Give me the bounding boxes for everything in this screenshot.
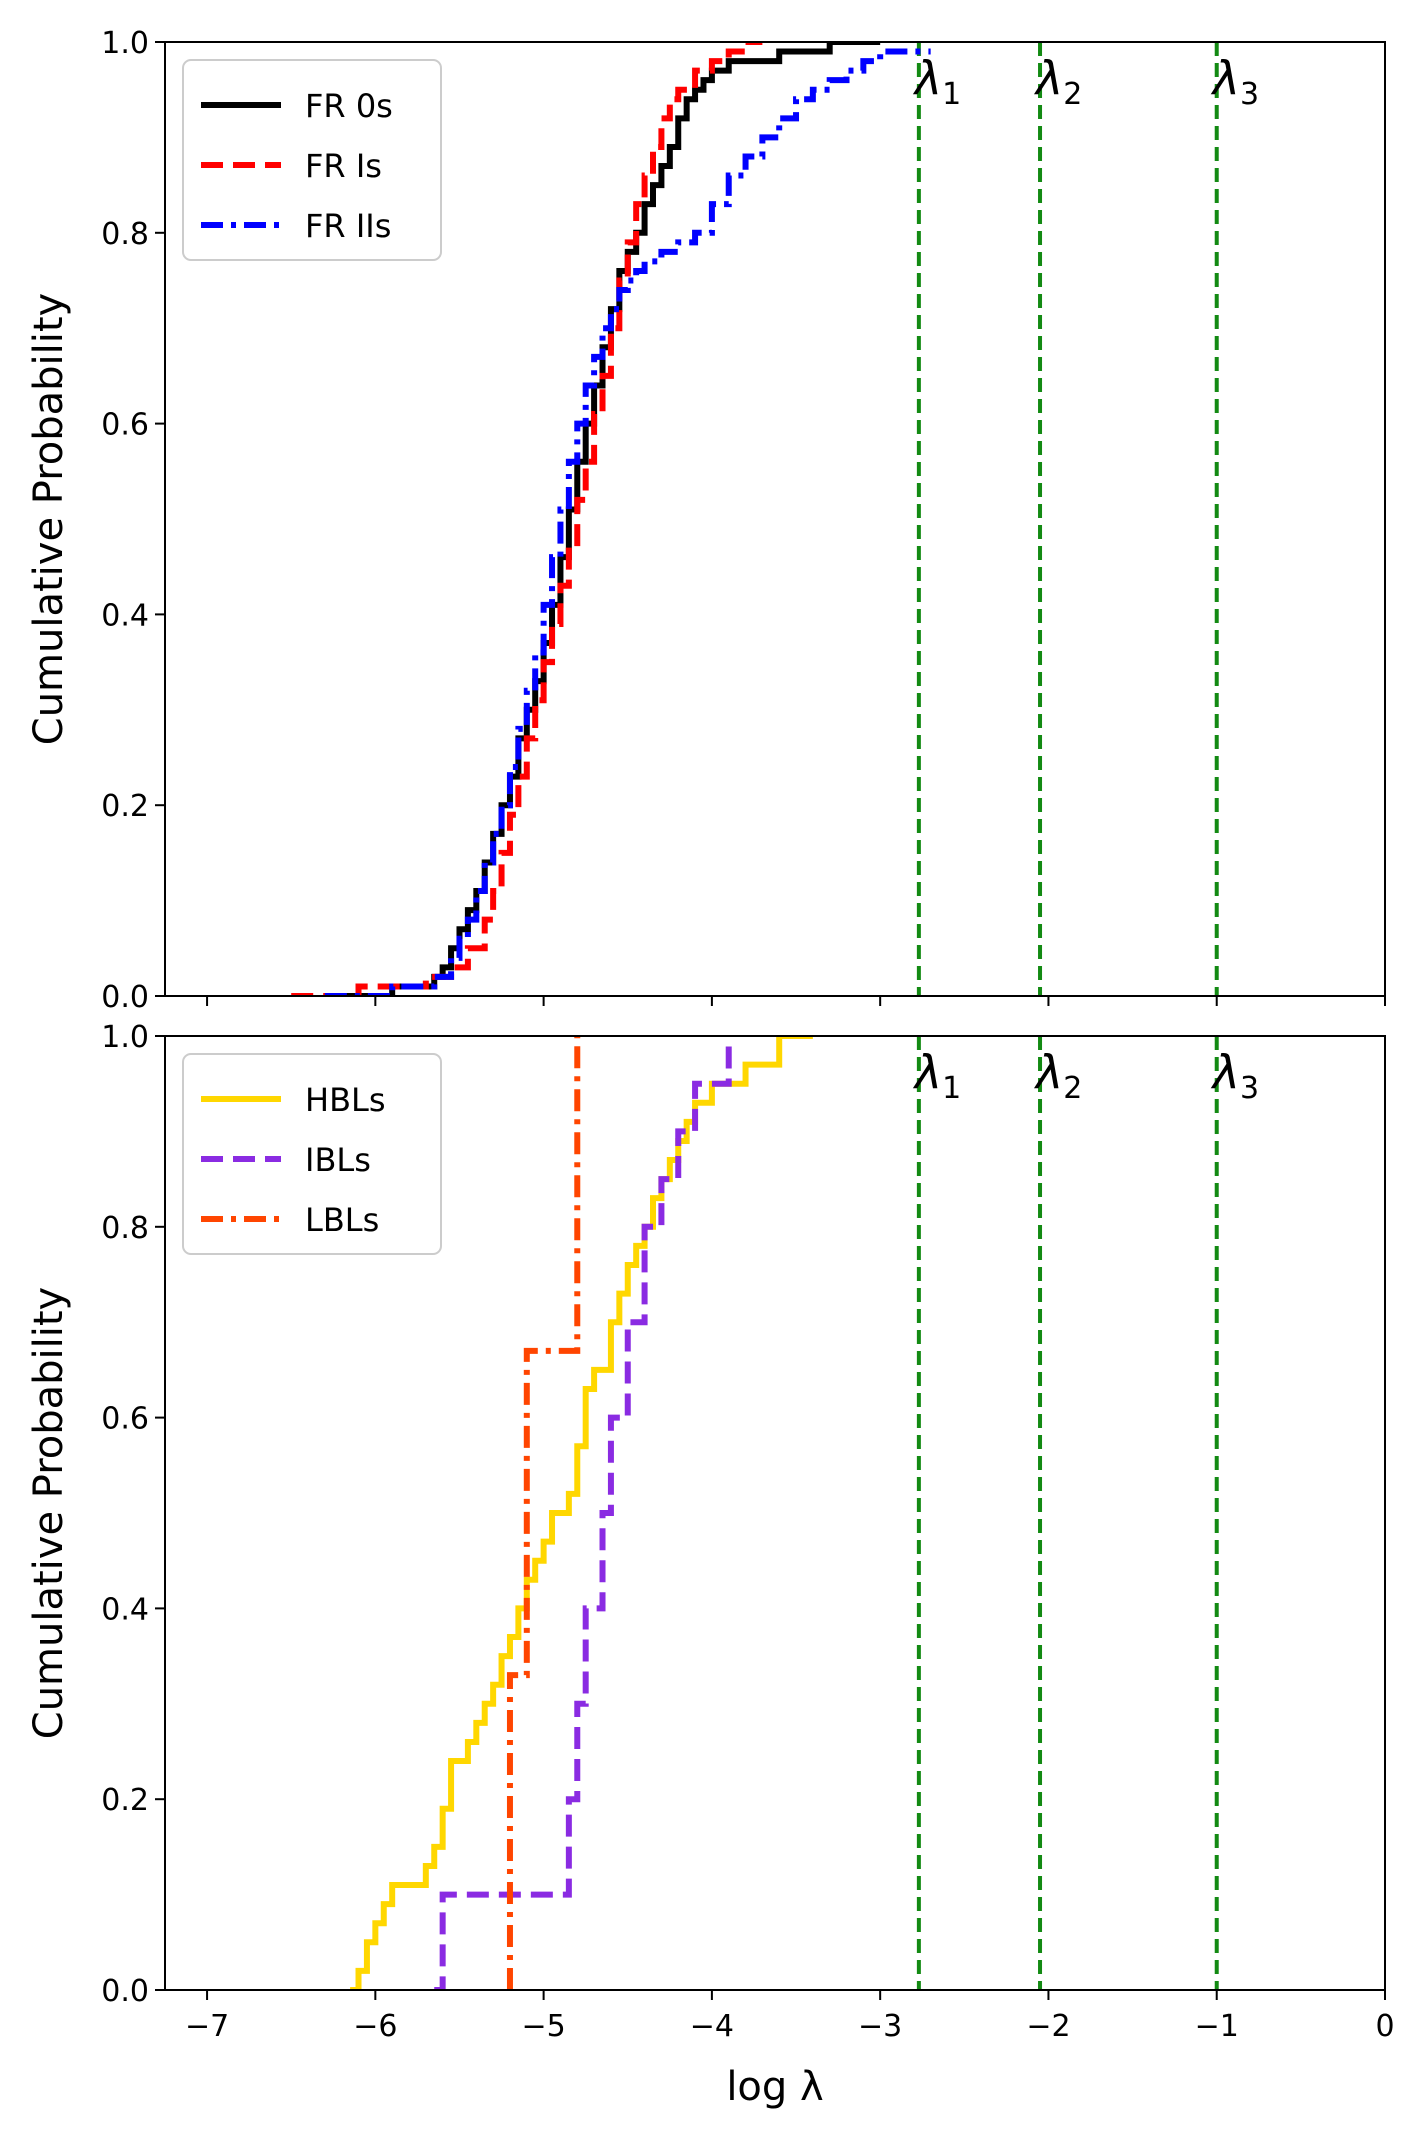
series-line-fr-iis [324, 48, 931, 996]
y-axis-title: Cumulative Probability [26, 293, 72, 745]
series-line-fr-0s [324, 42, 881, 996]
axes-frame [164, 41, 1386, 997]
y-tick-label: 0.6 [101, 408, 149, 443]
y-tick-label: 0.2 [101, 789, 149, 824]
lambda-3-label: λ3 [1210, 51, 1259, 112]
lambda-2-label: λ2 [1033, 1045, 1082, 1106]
axes-frame [164, 1035, 1386, 1991]
lambda-3-label: λ3 [1210, 1045, 1259, 1106]
series-line-hbls [350, 1036, 813, 1990]
series-line-fr-is [291, 42, 763, 996]
legend-label: FR IIs [305, 207, 391, 245]
y-tick-label: 1.0 [101, 26, 149, 61]
legend-box [182, 1053, 442, 1255]
x-tick-label: −7 [185, 2009, 229, 2044]
x-axis-title: log λ [726, 2064, 823, 2110]
legend-box [182, 59, 442, 261]
legend-label: HBLs [305, 1081, 386, 1119]
y-tick-label: 0.6 [101, 1402, 149, 1437]
x-tick-label: −3 [858, 2009, 902, 2044]
x-tick-label: −5 [522, 2009, 566, 2044]
series-line-lbls [506, 1036, 581, 1990]
series-line-ibls [434, 1036, 732, 1990]
legend-label: FR Is [305, 147, 382, 185]
lambda-2-label: λ2 [1033, 51, 1082, 112]
legend-label: IBLs [305, 1141, 371, 1179]
y-tick-label: 0.4 [101, 598, 149, 633]
y-tick-label: 0.8 [101, 1211, 149, 1246]
legend-label: FR 0s [305, 87, 393, 125]
y-tick-label: 1.0 [101, 1020, 149, 1055]
x-tick-label: −4 [690, 2009, 734, 2044]
y-tick-label: 0.0 [101, 980, 149, 1015]
legend-label: LBLs [305, 1201, 379, 1239]
bottom-panel: 0.0 0.2 0.4 0.6 0.8 1.0 −7 −6 −5 −4 −3 −2 −1 0 λ1 λ2 λ3 H… [26, 1020, 1395, 2110]
y-axis-title: Cumulative Probability [26, 1287, 72, 1739]
x-tick-label: −1 [1195, 2009, 1239, 2044]
x-tick-label: −6 [353, 2009, 397, 2044]
y-tick-label: 0.8 [101, 217, 149, 252]
lambda-1-label: λ1 [912, 51, 961, 112]
y-tick-label: 0.2 [101, 1783, 149, 1818]
y-tick-label: 0.0 [101, 1974, 149, 2009]
lambda-1-label: λ1 [912, 1045, 961, 1106]
x-tick-label: −2 [1026, 2009, 1070, 2044]
y-tick-label: 0.4 [101, 1592, 149, 1627]
x-tick-label: 0 [1375, 2009, 1394, 2044]
top-panel: 0.0 0.2 0.4 0.6 0.8 1.0 λ1 λ2 λ3 FR 0s FR Is FR IIs… [26, 26, 1386, 1015]
